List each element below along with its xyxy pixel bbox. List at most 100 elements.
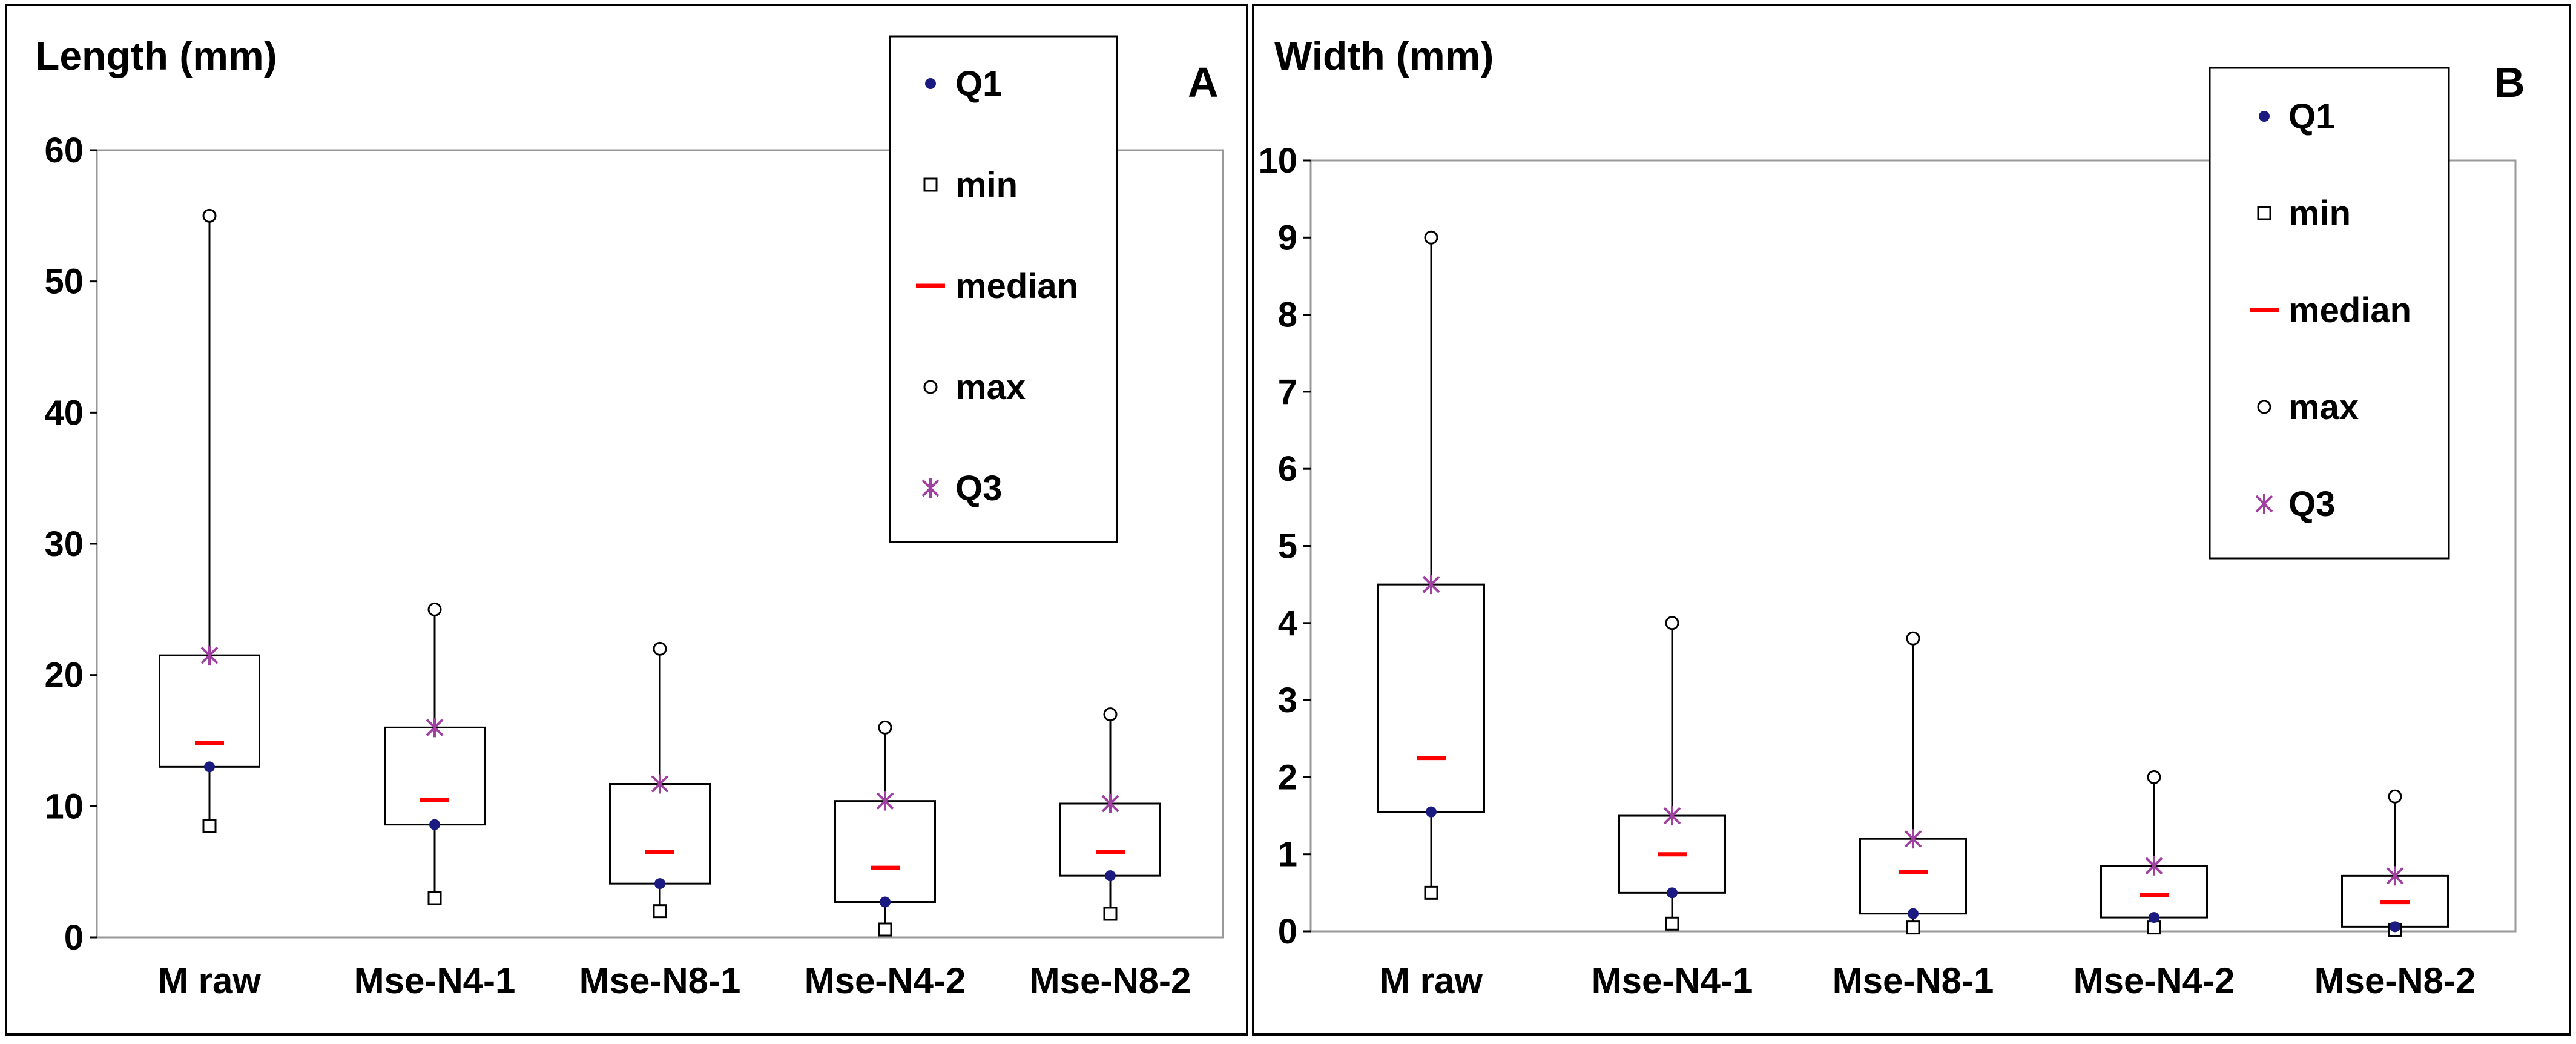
q1-point: [1667, 887, 1678, 899]
y-tick-label: 60: [44, 131, 84, 170]
y-tick-label: 10: [1258, 141, 1297, 180]
panel-b-label: B: [2494, 59, 2525, 106]
legend-min-icon: [923, 177, 938, 192]
y-tick-label: 10: [44, 787, 84, 826]
legend-max-icon: [923, 380, 938, 394]
category-label: Mse-N4-1: [1592, 960, 1753, 1001]
y-tick-label: 40: [44, 393, 84, 432]
q1-point: [1105, 870, 1116, 882]
legend-max-label: max: [955, 368, 1026, 407]
iqr-box: [609, 783, 711, 885]
iqr-box: [1377, 583, 1485, 813]
q3-point: [1422, 575, 1440, 595]
legend-q1-icon: [2259, 111, 2270, 122]
panel-b-category-labels: M raw Mse-N4-1 Mse-N8-1 Mse-N4-2 Mse-N8-2: [1380, 960, 2476, 1001]
panel-a-legend: Q1 min median max Q3: [889, 35, 1118, 543]
min-point: [878, 922, 892, 937]
panel-a-label: A: [1188, 59, 1219, 106]
iqr-box: [834, 800, 936, 903]
y-tick-label: 8: [1278, 296, 1297, 335]
legend-median-label: median: [2288, 291, 2411, 330]
min-point: [1906, 920, 1920, 935]
legend-q3-label: Q3: [2288, 484, 2335, 524]
min-point: [202, 819, 217, 833]
q3-point: [426, 718, 444, 738]
q1-point: [429, 819, 440, 830]
y-tick-label: 30: [44, 524, 84, 564]
q1-point: [1908, 908, 1919, 919]
q1-point: [2390, 921, 2400, 933]
category-label: Mse-N4-2: [805, 960, 966, 1001]
max-point: [2388, 789, 2402, 804]
y-tick-label: 3: [1278, 681, 1297, 720]
q3-point: [1663, 806, 1681, 826]
category-label: Mse-N8-2: [2314, 960, 2476, 1001]
panel-b-y-ticks: 0 1 2 3 4 5 6 7 8 9 10: [1258, 141, 1311, 951]
category-label: Mse-N8-1: [1833, 960, 1994, 1001]
iqr-box: [1059, 802, 1161, 877]
panel-a-y-ticks: 0 10 20 30 40 50 60: [44, 131, 97, 957]
y-tick-label: 20: [44, 656, 84, 695]
q3-point: [2386, 866, 2404, 886]
legend-q1-icon: [925, 78, 936, 89]
legend-max-label: max: [2288, 388, 2359, 427]
legend-q3-label: Q3: [955, 469, 1002, 508]
y-tick-label: 50: [44, 262, 84, 302]
legend-box: [2209, 67, 2450, 560]
panel-a-boxes: [159, 208, 1161, 937]
legend-box: [889, 35, 1118, 543]
iqr-box: [384, 726, 486, 826]
min-point: [2147, 920, 2161, 935]
max-point: [1665, 616, 1679, 630]
y-tick-label: 4: [1278, 604, 1297, 643]
q3-point: [876, 791, 894, 811]
y-tick-label: 0: [64, 918, 84, 957]
y-tick-label: 2: [1278, 758, 1297, 797]
legend-min-label: min: [955, 165, 1018, 205]
panel-a: Length (mm) A 0 10 20 30 40 50 60 M raw Mse-N4-…: [5, 4, 1248, 1036]
legend-q3-icon: [2255, 494, 2273, 514]
q3-point: [651, 774, 669, 794]
legend-min-label: min: [2288, 194, 2351, 233]
q3-point: [1904, 829, 1922, 849]
q3-point: [200, 646, 219, 666]
max-point: [427, 602, 442, 616]
y-tick-label: 5: [1278, 527, 1297, 566]
y-tick-label: 7: [1278, 372, 1297, 412]
legend-q3-icon: [921, 478, 940, 498]
panel-b-boxes: [1377, 230, 2449, 937]
y-tick-label: 1: [1278, 835, 1297, 874]
category-label: Mse-N4-1: [354, 960, 516, 1001]
category-label: M raw: [1380, 960, 1483, 1001]
max-point: [1103, 707, 1118, 722]
panel-a-title: Length (mm): [35, 33, 277, 78]
legend-q1-label: Q1: [2288, 97, 2335, 136]
panel-b-legend: Q1 min median max Q3: [2209, 67, 2450, 560]
min-point: [427, 891, 442, 905]
min-point: [1665, 916, 1679, 931]
q3-point: [1101, 794, 1119, 813]
max-point: [2147, 770, 2161, 784]
y-tick-label: 6: [1278, 449, 1297, 489]
q1-point: [1426, 806, 1437, 818]
q3-point: [2145, 856, 2163, 876]
max-point: [202, 208, 217, 223]
min-point: [653, 904, 667, 919]
legend-median-label: median: [955, 266, 1078, 306]
y-tick-label: 0: [1278, 912, 1297, 951]
max-point: [878, 720, 892, 735]
category-label: Mse-N8-1: [579, 960, 741, 1001]
category-label: Mse-N4-2: [2074, 960, 2235, 1001]
panel-a-category-labels: M raw Mse-N4-1 Mse-N8-1 Mse-N4-2 Mse-N8-2: [158, 960, 1191, 1001]
q1-point: [2149, 912, 2159, 923]
legend-min-icon: [2257, 206, 2271, 220]
max-point: [653, 641, 667, 656]
legend-max-icon: [2257, 400, 2271, 414]
max-point: [1424, 230, 1438, 245]
min-point: [1103, 907, 1118, 921]
legend-q1-label: Q1: [955, 64, 1002, 104]
iqr-box: [159, 654, 260, 768]
min-point: [1424, 885, 1438, 900]
